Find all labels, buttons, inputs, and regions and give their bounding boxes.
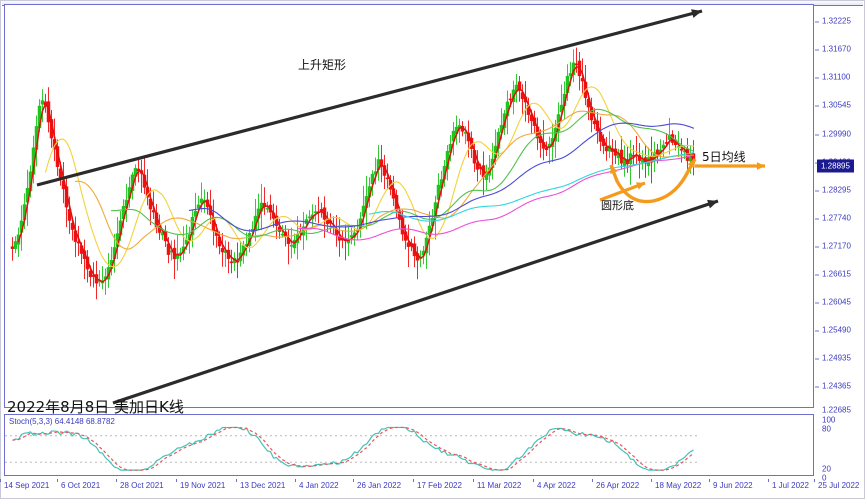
ma-line-magenta <box>296 154 695 241</box>
stochastic-canvas <box>5 426 699 471</box>
indicator-label: Stoch(5,3,3) 64.4148 68.8782 <box>9 417 115 426</box>
price-tick: 1.32225 <box>815 17 851 26</box>
ma-line-blue <box>188 122 695 232</box>
trendline-lower[interactable] <box>112 199 719 405</box>
ma-line-yellow <box>44 86 695 268</box>
date-tick: 9 Jun 2022 <box>709 479 753 490</box>
price-chart-plot[interactable] <box>4 4 814 408</box>
rounded-bottom-arrow-right <box>683 158 697 178</box>
date-tick: 13 Dec 2021 <box>235 479 286 490</box>
date-tick: 6 Oct 2021 <box>56 479 101 490</box>
date-tick: 19 Nov 2021 <box>175 479 226 490</box>
current-price-label: 1.28895 <box>817 159 854 173</box>
date-tick: 28 Oct 2021 <box>116 479 164 490</box>
annotation-rounded-bottom: 圆形底 <box>601 199 634 212</box>
ma-line-red <box>17 66 695 283</box>
price-tick: 1.25490 <box>815 326 851 335</box>
date-tick: 11 Mar 2022 <box>472 479 522 490</box>
price-tick: 1.31670 <box>815 45 851 54</box>
price-tick: 1.24935 <box>815 354 851 363</box>
stochastic-main-line <box>12 426 694 471</box>
price-tick: 1.31100 <box>815 73 850 82</box>
date-tick: 17 Feb 2022 <box>413 479 462 490</box>
ma-line-green <box>110 108 695 238</box>
date-tick: 18 May 2022 <box>650 479 702 490</box>
price-chart-canvas <box>10 9 765 405</box>
annotation-ma5: 5日均线 <box>702 150 746 164</box>
stochastic-scale: 1.22685 100 80 20 0 <box>815 405 865 483</box>
date-tick: 26 Jan 2022 <box>352 479 402 490</box>
date-tick: 4 Jan 2022 <box>295 479 339 490</box>
indicator-level-label: 80 <box>822 424 831 434</box>
stochastic-signal-line <box>12 426 694 471</box>
price-tick: 1.26045 <box>815 298 851 307</box>
ma-line-cyan <box>368 152 695 222</box>
date-tick: 1 Jul 2022 <box>768 479 809 490</box>
price-tick: 1.28295 <box>815 186 851 195</box>
price-tick: 1.24365 <box>815 382 851 391</box>
chart-caption: 2022年8月8日 美加日K线 <box>7 398 184 416</box>
date-tick: 14 Sep 2021 <box>0 479 50 490</box>
price-tick: 1.29990 <box>815 130 851 139</box>
trendline-upper[interactable] <box>36 9 703 187</box>
price-tick: 1.27740 <box>815 214 851 223</box>
ma-line-orange <box>74 110 695 250</box>
date-tick: 25 Jul 2022 <box>813 479 860 490</box>
candlestick-series <box>10 47 696 300</box>
price-tick: 1.30545 <box>815 101 851 110</box>
indicator-top-price: 1.22685 <box>822 405 851 415</box>
annotation-ascending-rectangle: 上升矩形 <box>298 58 347 72</box>
price-tick: 1.27170 <box>815 242 851 251</box>
stochastic-plot[interactable]: Stoch(5,3,3) 64.4148 68.8782 <box>4 414 814 476</box>
indicator-level-label: 100 <box>822 415 836 425</box>
rounded-bottom-arrow-left <box>609 164 619 182</box>
price-tick: 1.26615 <box>815 270 851 279</box>
indicator-level-label: 0 <box>822 473 827 483</box>
date-tick: 4 Apr 2022 <box>533 479 576 490</box>
date-axis[interactable]: 14 Sep 2021 6 Oct 2021 28 Oct 2021 19 Nov 2… <box>0 479 859 495</box>
date-tick: 26 Apr 2022 <box>591 479 640 490</box>
indicator-level-label: 20 <box>822 464 831 474</box>
price-scale[interactable]: 1.322251.316701.311001.305451.299901.294… <box>815 4 865 408</box>
